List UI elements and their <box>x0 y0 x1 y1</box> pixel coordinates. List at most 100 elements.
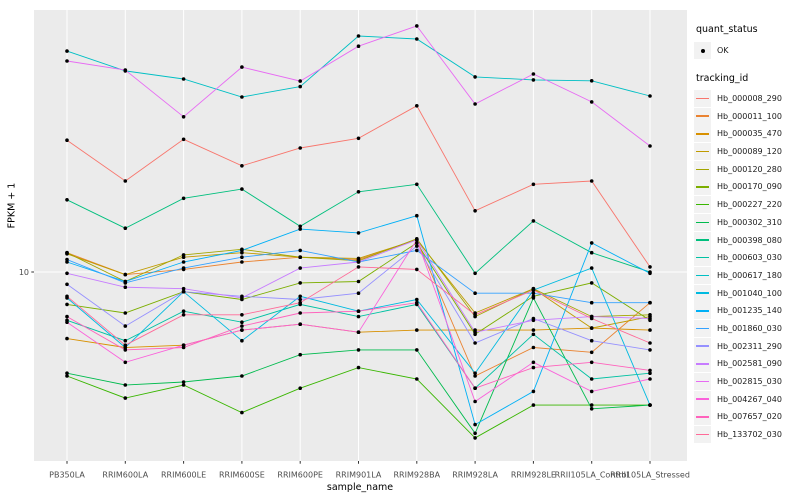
data-point <box>298 266 303 270</box>
data-point <box>415 182 419 187</box>
data-point <box>589 266 594 270</box>
data-point <box>240 260 244 264</box>
legend-key-swatch <box>694 107 711 125</box>
y-axis-title: FPKM + 1 <box>6 182 18 228</box>
data-point <box>589 281 594 285</box>
legend-key-swatch <box>694 231 711 249</box>
data-point <box>298 79 303 83</box>
data-point <box>589 350 594 355</box>
legend-key-swatch <box>694 319 711 337</box>
data-point <box>240 338 244 343</box>
data-point <box>298 227 303 231</box>
data-point <box>356 291 361 296</box>
data-point <box>123 285 128 290</box>
legend-key-swatch <box>694 373 711 391</box>
data-point <box>473 371 477 376</box>
data-point <box>298 146 303 150</box>
legend-item: Hb_004267_040 <box>694 390 800 408</box>
legend-item: Hb_133702_030 <box>694 426 800 444</box>
data-point <box>415 297 419 302</box>
data-point <box>181 309 186 314</box>
data-point <box>123 338 128 343</box>
x-tick-label: PB350LA <box>49 471 85 480</box>
legend-series-items: Hb_000008_290 Hb_000011_100 Hb_000035_470 H… <box>694 90 800 444</box>
legend-line-glyph-icon <box>696 239 709 241</box>
legend-key-swatch <box>694 42 711 60</box>
point-glyph-icon <box>700 48 705 53</box>
data-point <box>240 255 244 259</box>
legend-item: Hb_000170_090 <box>694 178 800 196</box>
data-point <box>123 68 128 72</box>
legend-item: Hb_000008_290 <box>694 90 800 108</box>
data-point <box>65 138 69 142</box>
axis-ticks <box>31 271 651 464</box>
data-point <box>240 410 244 415</box>
data-point <box>531 328 536 332</box>
legend-item: Hb_001235_140 <box>694 302 800 320</box>
legend-item-label: Hb_002311_290 <box>717 341 782 351</box>
data-point <box>473 431 477 436</box>
legend-item: Hb_002311_290 <box>694 337 800 355</box>
legend-item: Hb_000120_280 <box>694 160 800 178</box>
x-tick-label: RRIM600LA <box>102 471 148 480</box>
data-point <box>648 368 652 373</box>
data-point <box>181 345 186 350</box>
data-point <box>473 313 477 317</box>
data-point <box>589 403 594 407</box>
legend-item-label: Hb_002581_090 <box>717 359 782 369</box>
data-point <box>473 271 477 276</box>
data-point <box>123 383 128 387</box>
legend-key-swatch <box>694 249 711 267</box>
legend-item-label: Hb_000008_290 <box>717 94 782 104</box>
data-point <box>473 341 477 345</box>
x-tick-label: RRIM600SE <box>219 471 265 480</box>
data-point <box>298 294 303 299</box>
legend-line-glyph-icon <box>696 203 709 206</box>
data-point <box>531 345 536 350</box>
data-point <box>648 144 652 148</box>
x-axis-labels: PB350LA RRIM600LA RRIM600LE RRIM600SE RRIM60… <box>49 471 690 480</box>
legend-item-label: Hb_000603_030 <box>717 253 782 263</box>
data-point <box>65 250 69 255</box>
data-point <box>240 313 244 317</box>
legend-item-label: Hb_000227_220 <box>717 200 782 210</box>
x-tick-label: RRIM901LA <box>336 471 382 480</box>
data-point <box>240 164 244 168</box>
data-point <box>65 271 69 276</box>
data-point <box>123 226 128 230</box>
legend-item-ok: OK <box>694 42 800 60</box>
data-point <box>415 37 419 41</box>
legend-line-glyph-icon <box>696 186 709 188</box>
legend-key-swatch <box>694 337 711 355</box>
legend-item: Hb_001040_100 <box>694 284 800 302</box>
data-point <box>181 115 186 119</box>
legend: quant_status OK tracking_id Hb_000008_29… <box>694 24 800 444</box>
data-point <box>648 265 652 269</box>
data-point <box>240 328 244 332</box>
data-point <box>298 322 303 327</box>
legend-key-swatch <box>694 390 711 408</box>
data-point <box>356 330 361 335</box>
data-point <box>298 311 303 315</box>
legend-key-swatch <box>694 125 711 143</box>
data-point <box>240 296 244 300</box>
data-point <box>356 34 361 38</box>
data-point <box>589 316 594 321</box>
data-point <box>473 374 477 378</box>
legend-line-glyph-icon <box>696 221 709 224</box>
legend-item: Hb_000302_310 <box>694 213 800 232</box>
data-point <box>123 324 128 328</box>
data-point <box>531 360 536 365</box>
legend-item-label: Hb_004267_040 <box>717 394 782 404</box>
data-point <box>181 77 186 81</box>
legend-item-label: Hb_000170_090 <box>717 182 782 192</box>
data-point <box>298 281 303 285</box>
data-point <box>648 313 652 317</box>
data-point <box>65 374 69 378</box>
y-tick-label: 10 <box>19 268 29 277</box>
legend-item-label: Hb_000011_100 <box>717 111 782 121</box>
data-point <box>473 291 477 296</box>
legend-line-glyph-icon <box>696 97 709 100</box>
data-point <box>298 352 303 357</box>
